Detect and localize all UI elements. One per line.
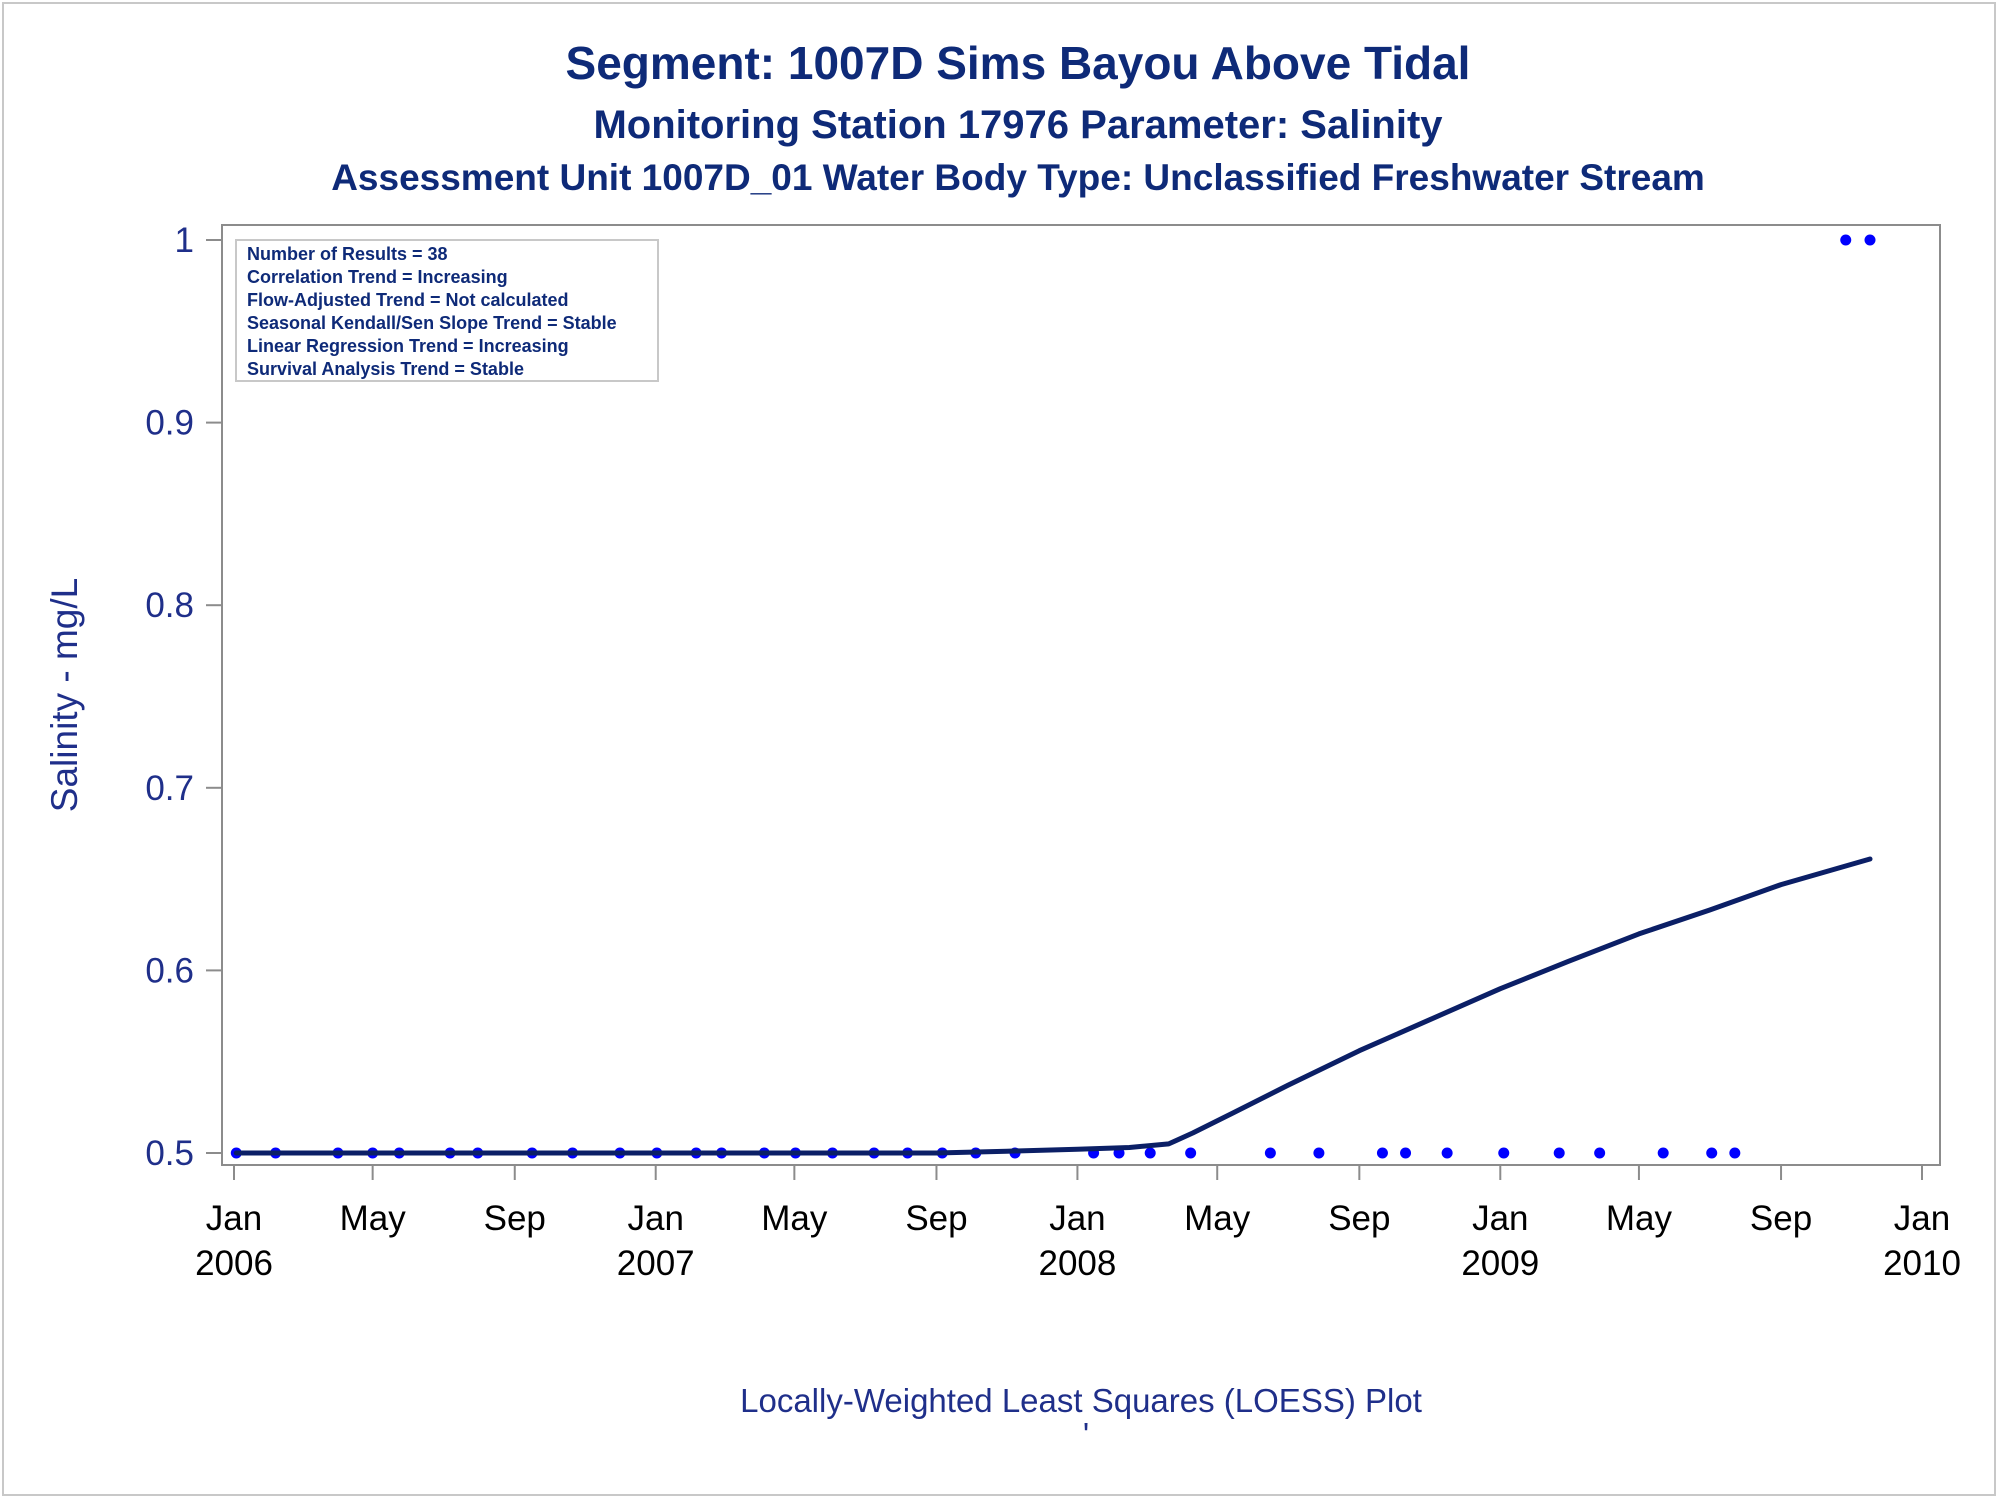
chart-subtitle-2: Assessment Unit 1007D_01 Water Body Type… [331, 157, 1705, 198]
x-tick-month: May [340, 1199, 407, 1238]
stats-box: Number of Results = 38 Correlation Trend … [235, 239, 659, 382]
stats-box-border [235, 239, 659, 382]
x-tick-month: Jan [1049, 1199, 1105, 1238]
data-point [1553, 1147, 1565, 1159]
data-point [1594, 1147, 1606, 1159]
y-axis: 0.5 0.6 0.7 0.8 0.9 1 [145, 221, 222, 1173]
data-point [1864, 234, 1876, 246]
chart-subtitle: Monitoring Station 17976 Parameter: Sali… [593, 103, 1443, 147]
x-tick-month: Jan [1472, 1199, 1528, 1238]
x-tick-month: Sep [1328, 1199, 1390, 1238]
x-tick-month: Sep [1750, 1199, 1812, 1238]
stats-line: Seasonal Kendall/Sen Slope Trend = Stabl… [247, 313, 617, 333]
x-tick-month: May [761, 1199, 828, 1238]
y-tick-label: 0.6 [145, 951, 194, 990]
stats-line: Number of Results = 38 [247, 244, 448, 264]
stats-line: Survival Analysis Trend = Stable [247, 359, 524, 379]
footnote-mark: ' [1083, 1416, 1089, 1453]
data-point [1706, 1147, 1718, 1159]
x-tick-month: Jan [1894, 1199, 1950, 1238]
x-tick-month: Sep [905, 1199, 967, 1238]
stats-line: Linear Regression Trend = Increasing [247, 336, 569, 356]
footnote: Locally-Weighted Least Squares (LOESS) P… [740, 1382, 1422, 1419]
data-point [1441, 1147, 1453, 1159]
data-point [1498, 1147, 1510, 1159]
data-point [1400, 1147, 1412, 1159]
stats-line: Flow-Adjusted Trend = Not calculated [247, 290, 569, 310]
x-tick-month: Sep [484, 1199, 546, 1238]
x-tick-year: 2007 [617, 1244, 695, 1283]
x-tick-month: May [1606, 1199, 1673, 1238]
y-axis-label: Salinity - mg/L [44, 578, 85, 812]
x-tick-year: 2006 [195, 1244, 273, 1283]
data-point [1840, 234, 1852, 246]
x-tick-year: 2010 [1883, 1244, 1961, 1283]
x-tick-month: Jan [627, 1199, 683, 1238]
plot-area [221, 224, 1941, 1166]
y-tick-label: 0.8 [145, 586, 194, 625]
data-point [1313, 1147, 1325, 1159]
data-point [1144, 1147, 1156, 1159]
x-tick-month: Jan [206, 1199, 262, 1238]
loess-line [233, 856, 1873, 1156]
y-tick-label: 0.7 [145, 769, 194, 808]
y-tick-label: 1 [175, 221, 194, 260]
x-tick-year: 2009 [1461, 1244, 1539, 1283]
stats-line: Correlation Trend = Increasing [247, 267, 508, 287]
y-tick-label: 0.5 [145, 1134, 194, 1173]
data-point [1729, 1147, 1741, 1159]
data-point [1657, 1147, 1669, 1159]
x-axis: Jan 2006 May Sep Jan 2007 May Sep Jan 2008 May Sep J… [195, 1165, 1961, 1283]
x-tick-month: May [1184, 1199, 1251, 1238]
data-point [1376, 1147, 1388, 1159]
data-point [1264, 1147, 1276, 1159]
chart-title: Segment: 1007D Sims Bayou Above Tidal [566, 37, 1471, 89]
y-tick-label: 0.9 [145, 404, 194, 443]
data-point [1185, 1147, 1197, 1159]
x-tick-year: 2008 [1038, 1244, 1116, 1283]
